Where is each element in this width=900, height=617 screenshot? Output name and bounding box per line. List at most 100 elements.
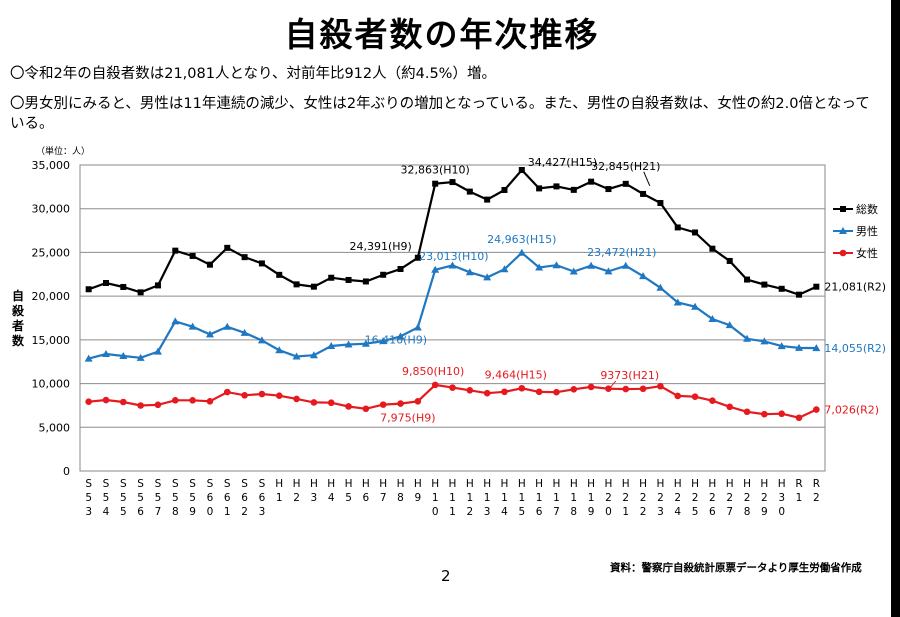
data-point-female — [154, 401, 162, 409]
data-point-female — [674, 392, 682, 400]
x-tick-label: S — [207, 478, 214, 490]
x-tick-label: 9 — [761, 506, 768, 518]
data-point-total — [640, 190, 647, 197]
x-tick-label: H — [674, 478, 682, 490]
data-point-female — [431, 381, 439, 389]
x-tick-label: 8 — [744, 506, 751, 518]
data-point-female — [795, 414, 803, 422]
x-tick-label: H — [310, 478, 318, 490]
data-point-total — [484, 196, 491, 203]
data-point-total — [726, 257, 733, 264]
data-point-male — [535, 263, 544, 271]
data-point-male — [483, 273, 492, 281]
data-point-male — [396, 332, 405, 340]
data-point-male — [569, 267, 578, 275]
x-tick-label: 5 — [692, 506, 699, 518]
data-label-female: 9,850(H10) — [402, 365, 464, 378]
x-tick-label: 8 — [172, 506, 179, 518]
x-tick-label: 2 — [640, 506, 647, 518]
data-point-total — [622, 180, 629, 187]
x-tick-label: 5 — [85, 492, 92, 504]
y-tick-label: 5,000 — [39, 421, 71, 434]
x-tick-label: H — [483, 478, 491, 490]
data-point-male — [691, 302, 700, 310]
data-point-male — [673, 298, 682, 306]
data-point-male — [188, 322, 197, 330]
data-point-female — [691, 393, 699, 401]
x-tick-label: H — [327, 478, 335, 490]
data-point-total — [796, 291, 803, 298]
data-point-female — [85, 398, 92, 405]
data-point-total — [224, 244, 231, 251]
data-point-total — [154, 282, 161, 289]
data-point-male — [171, 317, 180, 325]
data-point-female — [501, 388, 508, 396]
x-tick-label: H — [275, 478, 283, 490]
data-point-male — [621, 261, 630, 269]
x-tick-label: 2 — [466, 506, 473, 518]
data-point-total — [310, 283, 317, 290]
data-point-total — [85, 286, 92, 293]
data-point-female — [362, 405, 370, 413]
x-tick-label: 8 — [397, 492, 404, 504]
x-tick-label: 0 — [432, 506, 439, 518]
data-label-total: 21,081(R2) — [824, 281, 886, 294]
data-point-male — [448, 261, 457, 269]
data-label-male: 23,472(H21) — [587, 246, 656, 259]
x-tick-label: 6 — [363, 492, 370, 504]
data-point-female — [223, 388, 231, 396]
x-tick-label: H — [604, 478, 612, 490]
data-point-male — [465, 268, 474, 276]
x-tick-label: 3 — [311, 492, 318, 504]
x-tick-label: H — [691, 478, 699, 490]
x-tick-label: 1 — [796, 492, 803, 504]
x-tick-label: 2 — [813, 492, 820, 504]
data-point-female — [761, 410, 768, 418]
x-tick-label: 9 — [588, 506, 595, 518]
x-tick-label: H — [760, 478, 768, 490]
data-point-total — [692, 229, 699, 236]
page-number: 2 — [441, 567, 451, 585]
data-point-male — [500, 265, 509, 273]
data-point-total — [813, 283, 820, 290]
x-tick-label: S — [259, 478, 266, 490]
x-tick-label: 4 — [103, 506, 110, 518]
x-tick-label: 6 — [137, 506, 144, 518]
x-tick-label: 6 — [207, 492, 214, 504]
data-point-male — [101, 349, 110, 357]
x-tick-label: H — [293, 478, 301, 490]
data-point-total — [276, 271, 283, 278]
data-point-male — [656, 283, 665, 291]
legend-label-female: 女性 — [856, 246, 878, 260]
x-tick-label: 7 — [155, 506, 162, 518]
data-point-female — [120, 398, 127, 406]
data-point-female — [189, 396, 196, 404]
data-point-total — [518, 167, 525, 174]
data-point-female — [813, 406, 820, 413]
data-point-male — [223, 322, 232, 330]
x-tick-label: 1 — [224, 506, 231, 518]
data-point-total — [102, 280, 109, 287]
data-point-female — [553, 388, 560, 396]
x-tick-label: R — [813, 478, 820, 490]
x-tick-label: 2 — [709, 492, 716, 504]
data-point-male — [604, 267, 613, 275]
x-tick-label: 9 — [415, 492, 422, 504]
x-tick-label: 2 — [293, 492, 300, 504]
x-tick-label: H — [570, 478, 578, 490]
source-note: 資料：警察庁自殺統計原票データより厚生労働省作成 — [610, 562, 862, 574]
data-point-total — [553, 183, 560, 190]
x-tick-label: H — [553, 478, 561, 490]
x-tick-label: 5 — [518, 506, 525, 518]
x-tick-label: H — [708, 478, 716, 490]
data-point-total — [761, 281, 768, 288]
x-tick-label: H — [379, 478, 387, 490]
data-point-male — [344, 340, 353, 348]
leader-line — [643, 171, 651, 187]
x-tick-label: R — [795, 478, 802, 490]
x-tick-label: 5 — [120, 506, 127, 518]
data-point-male — [795, 343, 804, 351]
data-label-male: 23,013(H10) — [419, 250, 488, 263]
data-point-male — [413, 323, 422, 331]
